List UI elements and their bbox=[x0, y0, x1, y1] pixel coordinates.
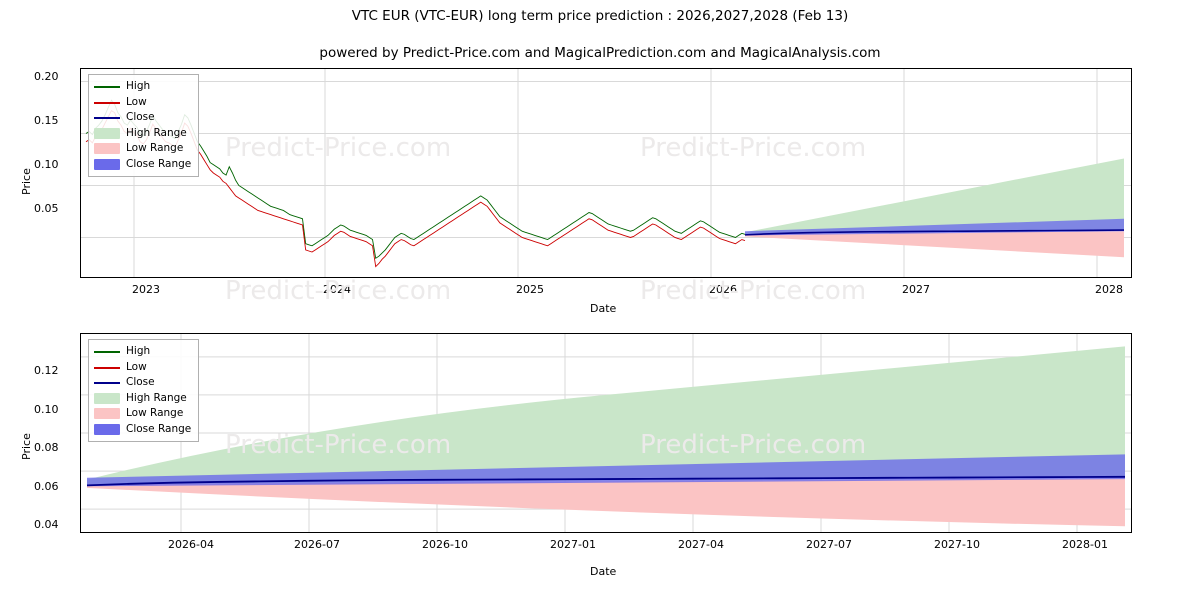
top-xtick-2: 2025 bbox=[516, 283, 544, 296]
legend-item-close[interactable]: Close bbox=[94, 110, 191, 126]
high-line-swatch-icon bbox=[94, 81, 120, 92]
bottom-ytick-2: 0.08 bbox=[34, 441, 59, 454]
legend-label-close-range: Close Range bbox=[126, 157, 192, 170]
high-range-swatch-icon bbox=[94, 392, 120, 404]
legend-label-high-range: High Range bbox=[126, 126, 187, 139]
top-ytick-1: 0.10 bbox=[34, 158, 59, 171]
top-chart-plot bbox=[81, 69, 1131, 277]
legend-label-low-range: Low Range bbox=[126, 142, 184, 154]
legend-item-low[interactable]: Low bbox=[94, 95, 191, 111]
page-subtitle: powered by Predict-Price.com and Magical… bbox=[319, 45, 881, 61]
top-ytick-0: 0.05 bbox=[34, 202, 59, 215]
bottom-xtick-2: 2026-10 bbox=[422, 538, 468, 551]
bottom-xtick-6: 2027-10 bbox=[934, 538, 980, 551]
legend-item-high[interactable]: High bbox=[94, 344, 191, 360]
legend-item-low-range[interactable]: Low Range bbox=[94, 406, 191, 422]
legend-label-high-range: High Range bbox=[126, 391, 187, 404]
bottom-chart-plot bbox=[81, 334, 1131, 532]
bottom-y-axis-label: Price bbox=[20, 433, 33, 460]
close-range-swatch-icon bbox=[94, 423, 120, 435]
bottom-ytick-3: 0.10 bbox=[34, 403, 59, 416]
low-range-swatch-icon bbox=[94, 143, 120, 155]
close-range-swatch-icon bbox=[94, 158, 120, 170]
top-x-axis-label: Date bbox=[590, 302, 617, 315]
top-ytick-3: 0.20 bbox=[34, 70, 59, 83]
high-range-swatch-icon bbox=[94, 127, 120, 139]
bottom-chart-panel bbox=[80, 333, 1132, 533]
page-title: VTC EUR (VTC-EUR) long term price predic… bbox=[351, 8, 849, 24]
bottom-xtick-4: 2027-04 bbox=[678, 538, 724, 551]
legend-label-close-range: Close Range bbox=[126, 422, 192, 435]
top-xtick-0: 2023 bbox=[132, 283, 160, 296]
legend-item-high[interactable]: High bbox=[94, 79, 191, 95]
bottom-legend: High Low Close High Range Low Range Clos… bbox=[88, 339, 200, 442]
legend-item-close[interactable]: Close bbox=[94, 375, 191, 391]
bottom-x-axis-label: Date bbox=[590, 565, 617, 578]
close-line-swatch-icon bbox=[94, 377, 120, 388]
legend-item-close-range[interactable]: Close Range bbox=[94, 157, 191, 173]
top-xtick-4: 2027 bbox=[902, 283, 930, 296]
bottom-ytick-4: 0.12 bbox=[34, 364, 59, 377]
top-xtick-3: 2026 bbox=[709, 283, 737, 296]
legend-label-low: Low bbox=[126, 95, 147, 108]
legend-item-low[interactable]: Low bbox=[94, 360, 191, 376]
high-line-swatch-icon bbox=[94, 346, 120, 357]
legend-item-low-range[interactable]: Low Range bbox=[94, 141, 191, 157]
legend-item-high-range[interactable]: High Range bbox=[94, 126, 191, 142]
bottom-xtick-5: 2027-07 bbox=[806, 538, 852, 551]
legend-label-close: Close bbox=[126, 376, 155, 388]
top-xtick-1: 2024 bbox=[323, 283, 351, 296]
top-legend: High Low Close High Range Low Range Clos… bbox=[88, 74, 200, 177]
top-xtick-5: 2028 bbox=[1095, 283, 1123, 296]
top-ytick-2: 0.15 bbox=[34, 114, 59, 127]
low-line-swatch-icon bbox=[94, 362, 120, 373]
close-line-swatch-icon bbox=[94, 112, 120, 123]
watermark-4: Predict-Price.com bbox=[640, 276, 867, 306]
legend-label-high: High bbox=[126, 80, 151, 92]
low-range-swatch-icon bbox=[94, 408, 120, 420]
legend-label-low-range: Low Range bbox=[126, 407, 184, 419]
bottom-ytick-1: 0.06 bbox=[34, 480, 59, 493]
bottom-xtick-0: 2026-04 bbox=[168, 538, 214, 551]
legend-label-low: Low bbox=[126, 360, 147, 373]
top-chart-panel bbox=[80, 68, 1132, 278]
legend-item-close-range[interactable]: Close Range bbox=[94, 422, 191, 438]
bottom-xtick-7: 2028-01 bbox=[1062, 538, 1108, 551]
legend-label-high: High bbox=[126, 345, 151, 357]
bottom-ytick-0: 0.04 bbox=[34, 518, 59, 531]
bottom-xtick-3: 2027-01 bbox=[550, 538, 596, 551]
top-y-axis-label: Price bbox=[20, 168, 33, 195]
legend-item-high-range[interactable]: High Range bbox=[94, 391, 191, 407]
low-line-swatch-icon bbox=[94, 97, 120, 108]
legend-label-close: Close bbox=[126, 111, 155, 123]
bottom-xtick-1: 2026-07 bbox=[294, 538, 340, 551]
